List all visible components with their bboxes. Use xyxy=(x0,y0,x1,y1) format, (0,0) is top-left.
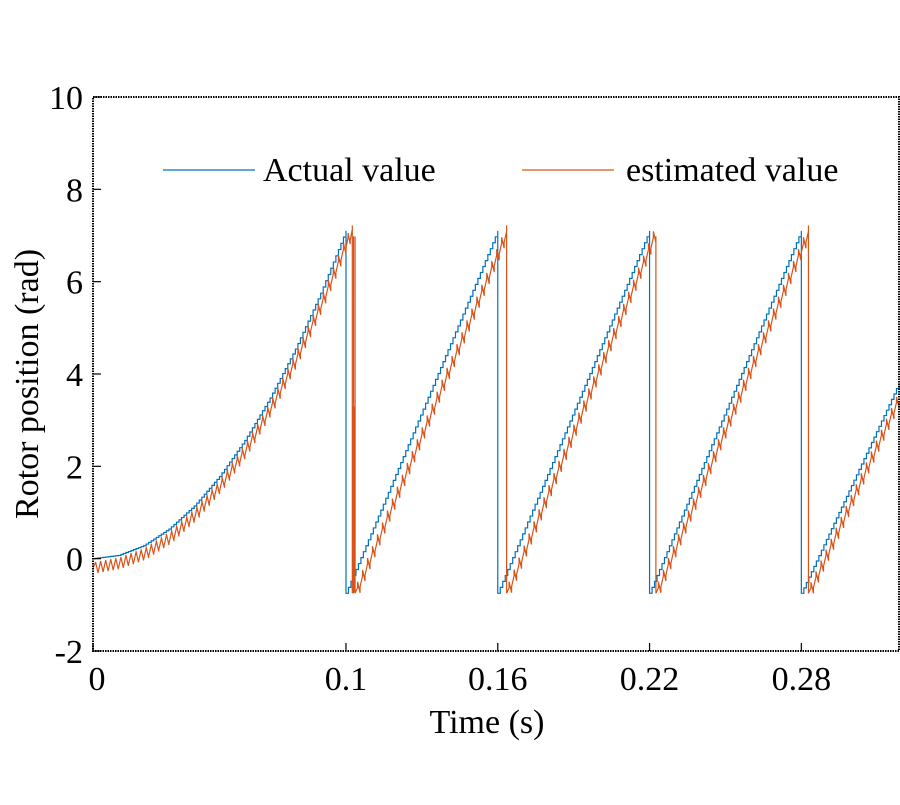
x-tick-label: 0.22 xyxy=(620,661,680,698)
x-tick-label: 0 xyxy=(89,661,106,698)
legend: Actual value estimated value xyxy=(163,152,838,189)
legend-label-actual: Actual value xyxy=(263,152,436,189)
x-tick-label: 0.16 xyxy=(468,661,528,698)
legend-label-estimated: estimated value xyxy=(626,152,838,189)
y-tick-label: 2 xyxy=(66,449,83,486)
y-tick-label: 0 xyxy=(66,542,83,579)
y-tick-label: 4 xyxy=(66,357,83,394)
y-tick-label: -2 xyxy=(55,634,83,671)
series-line-actual xyxy=(93,230,900,594)
series-line-estimated xyxy=(92,225,900,594)
y-tick-label: 8 xyxy=(66,172,83,209)
x-tick-label: 0.28 xyxy=(772,661,832,698)
x-axis-label: Time (s) xyxy=(430,704,545,741)
plot-lines xyxy=(92,225,900,594)
y-tick-label: 10 xyxy=(49,80,83,117)
y-tick-label: 6 xyxy=(66,265,83,302)
x-tick-label: 0.1 xyxy=(325,661,368,698)
y-axis-label: Rotor position (rad) xyxy=(9,249,46,519)
